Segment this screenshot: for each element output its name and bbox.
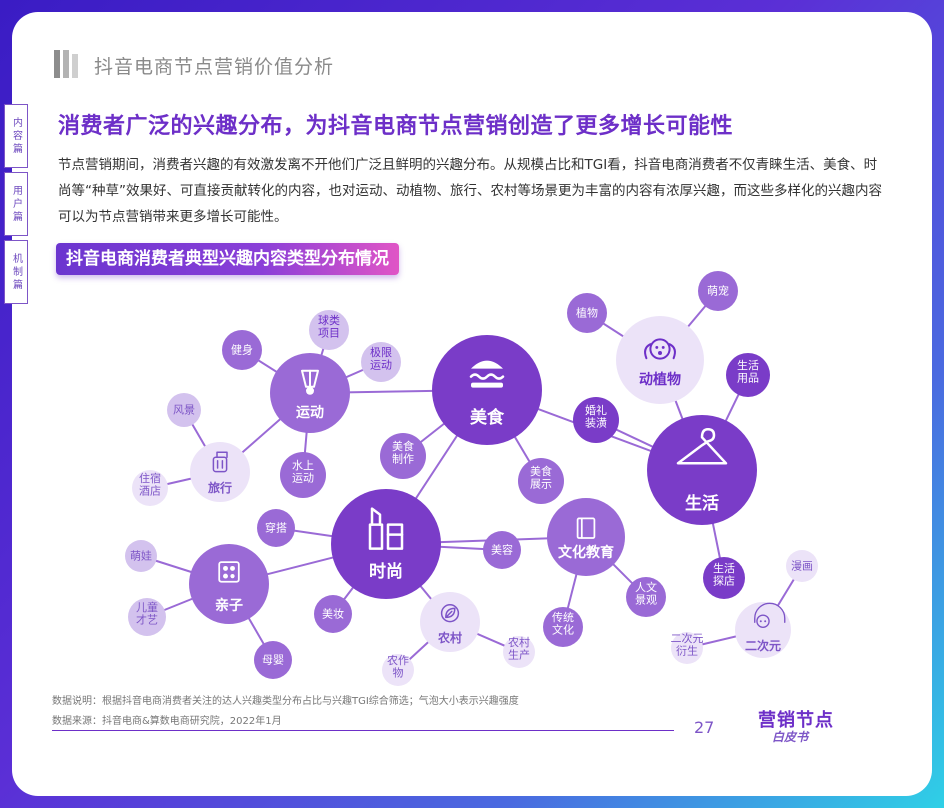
child-label: 穿搭 (265, 521, 287, 535)
burger-icon (469, 360, 505, 388)
side-tab-mechanism[interactable]: 机制篇 (4, 240, 28, 304)
dog-icon (644, 338, 676, 360)
hub-label: 生活 (685, 493, 719, 514)
book-icon (576, 517, 596, 539)
family-icon (218, 561, 240, 583)
headphone-character-icon (754, 602, 786, 628)
interest-bubble-child: 美食制作 (380, 433, 426, 479)
child-label: 农作物 (387, 653, 409, 680)
interest-bubble-child: 健身 (222, 330, 262, 370)
child-label: 美食展示 (530, 464, 552, 491)
interest-bubble-culture: 文化教育 (547, 498, 625, 576)
hub-label: 亲子 (215, 597, 243, 614)
interest-bubble-child: 穿搭 (257, 509, 295, 547)
child-label: 生活探店 (713, 561, 735, 588)
interest-bubble-child: 漫画 (786, 550, 818, 582)
interest-bubble-child: 萌娃 (125, 540, 157, 572)
interest-bubble-child: 住宿酒店 (132, 470, 168, 506)
interest-bubble-child: 农作物 (382, 653, 414, 686)
child-label: 美容 (491, 543, 513, 557)
child-label: 极限运动 (370, 345, 392, 372)
clothes-hanger-icon (676, 428, 728, 465)
data-source: 数据来源：抖音电商&算数电商研究院，2022年1月 (52, 716, 282, 727)
interest-bubble-child: 母婴 (254, 641, 292, 679)
child-label: 儿童才艺 (136, 600, 158, 627)
interest-bubble-child: 婚礼装潢 (573, 397, 619, 443)
badminton-shuttlecock-icon (301, 369, 319, 395)
interest-bubble-child: 儿童才艺 (128, 598, 166, 636)
interest-bubble-child: 美妆 (314, 595, 352, 633)
interest-bubble-child: 萌宠 (698, 271, 738, 311)
hub-label: 动植物 (639, 371, 681, 388)
interest-bubble-travel: 旅行 (190, 442, 250, 502)
hub-label: 旅行 (208, 480, 232, 495)
section-title: 抖音电商节点营销价值分析 (94, 56, 335, 78)
interest-bubble-child: 美食展示 (518, 458, 564, 504)
interest-bubble-child: 二次元衍生 (671, 631, 704, 664)
child-label: 传统文化 (552, 611, 574, 637)
child-label: 二次元衍生 (671, 631, 704, 658)
whitepaper-logo: 营销节点 白皮书 (752, 706, 882, 748)
child-label: 农村生产 (508, 635, 530, 662)
child-label: 健身 (231, 343, 253, 357)
side-tab-user[interactable]: 用户篇 (4, 172, 28, 236)
footer-divider (52, 730, 674, 731)
interest-bubble-fashion: 时尚 (331, 489, 441, 599)
interest-bubble-child: 农村生产 (503, 635, 535, 668)
interest-bubble-child: 传统文化 (543, 607, 583, 647)
child-label: 住宿酒店 (139, 471, 161, 498)
header-bars-icon (54, 50, 78, 78)
chart-subtitle: 抖音电商消费者典型兴趣内容类型分布情况 (56, 243, 399, 275)
interest-bubble-parent: 亲子 (189, 544, 269, 624)
hub-label: 农村 (437, 630, 462, 645)
hub-label: 运动 (296, 404, 324, 421)
interest-bubble-child: 球类项目 (309, 310, 349, 350)
interest-bubble-child: 风景 (167, 393, 201, 427)
interest-bubble-child: 植物 (567, 293, 607, 333)
interest-bubble-child: 极限运动 (361, 342, 401, 382)
child-label: 萌宠 (707, 284, 729, 298)
child-label: 萌娃 (130, 549, 152, 563)
hub-label: 美食 (470, 407, 505, 428)
child-label: 植物 (576, 306, 598, 320)
child-label: 婚礼装潢 (585, 403, 607, 430)
child-label: 风景 (173, 404, 195, 417)
interest-bubble-child: 水上运动 (280, 452, 326, 498)
page-headline: 消费者广泛的兴趣分布，为抖音电商节点营销创造了更多增长可能性 (58, 114, 734, 139)
child-label: 母婴 (262, 654, 284, 667)
body-paragraph: 节点营销期间，消费者兴趣的有效激发离不开他们广泛且鲜明的兴趣分布。从规模占比和T… (58, 157, 882, 225)
data-note: 数据说明：根据抖音电商消费者关注的达人兴趣类型分布占比与兴趣TGI综合筛选；气泡… (52, 696, 519, 707)
child-label: 球类项目 (318, 313, 340, 340)
page-number: 27 (694, 718, 715, 737)
hub-label: 时尚 (369, 561, 403, 582)
child-label: 美食制作 (392, 439, 414, 466)
hub-label: 文化教育 (558, 544, 614, 561)
interest-bubble-animal: 动植物 (616, 316, 704, 404)
interest-bubble-rural: 农村 (420, 592, 480, 652)
interest-bubble-food: 美食 (432, 335, 542, 445)
child-label: 美妆 (322, 608, 344, 621)
hub-label: 二次元 (745, 638, 781, 653)
leaf-icon (440, 604, 460, 623)
interest-bubble-sport: 运动 (270, 353, 350, 433)
side-tab-content[interactable]: 内容篇 (4, 104, 28, 168)
child-label: 水上运动 (292, 459, 314, 485)
interest-bubble-child: 美容 (483, 531, 521, 569)
lipstick-icon (368, 507, 404, 550)
interest-bubble-child: 人文景观 (626, 577, 666, 617)
interest-bubble-child: 生活探店 (703, 557, 745, 599)
child-label: 生活用品 (737, 358, 759, 385)
child-label: 人文景观 (635, 580, 657, 607)
interest-bubble-life: 生活 (647, 415, 757, 525)
suitcase-icon (212, 451, 228, 473)
child-label: 漫画 (791, 559, 813, 573)
interest-bubble-child: 生活用品 (726, 353, 770, 397)
interest-bubble-acg: 二次元 (735, 602, 791, 658)
logo-subtitle: 白皮书 (772, 730, 809, 744)
logo-title: 营销节点 (758, 710, 834, 731)
